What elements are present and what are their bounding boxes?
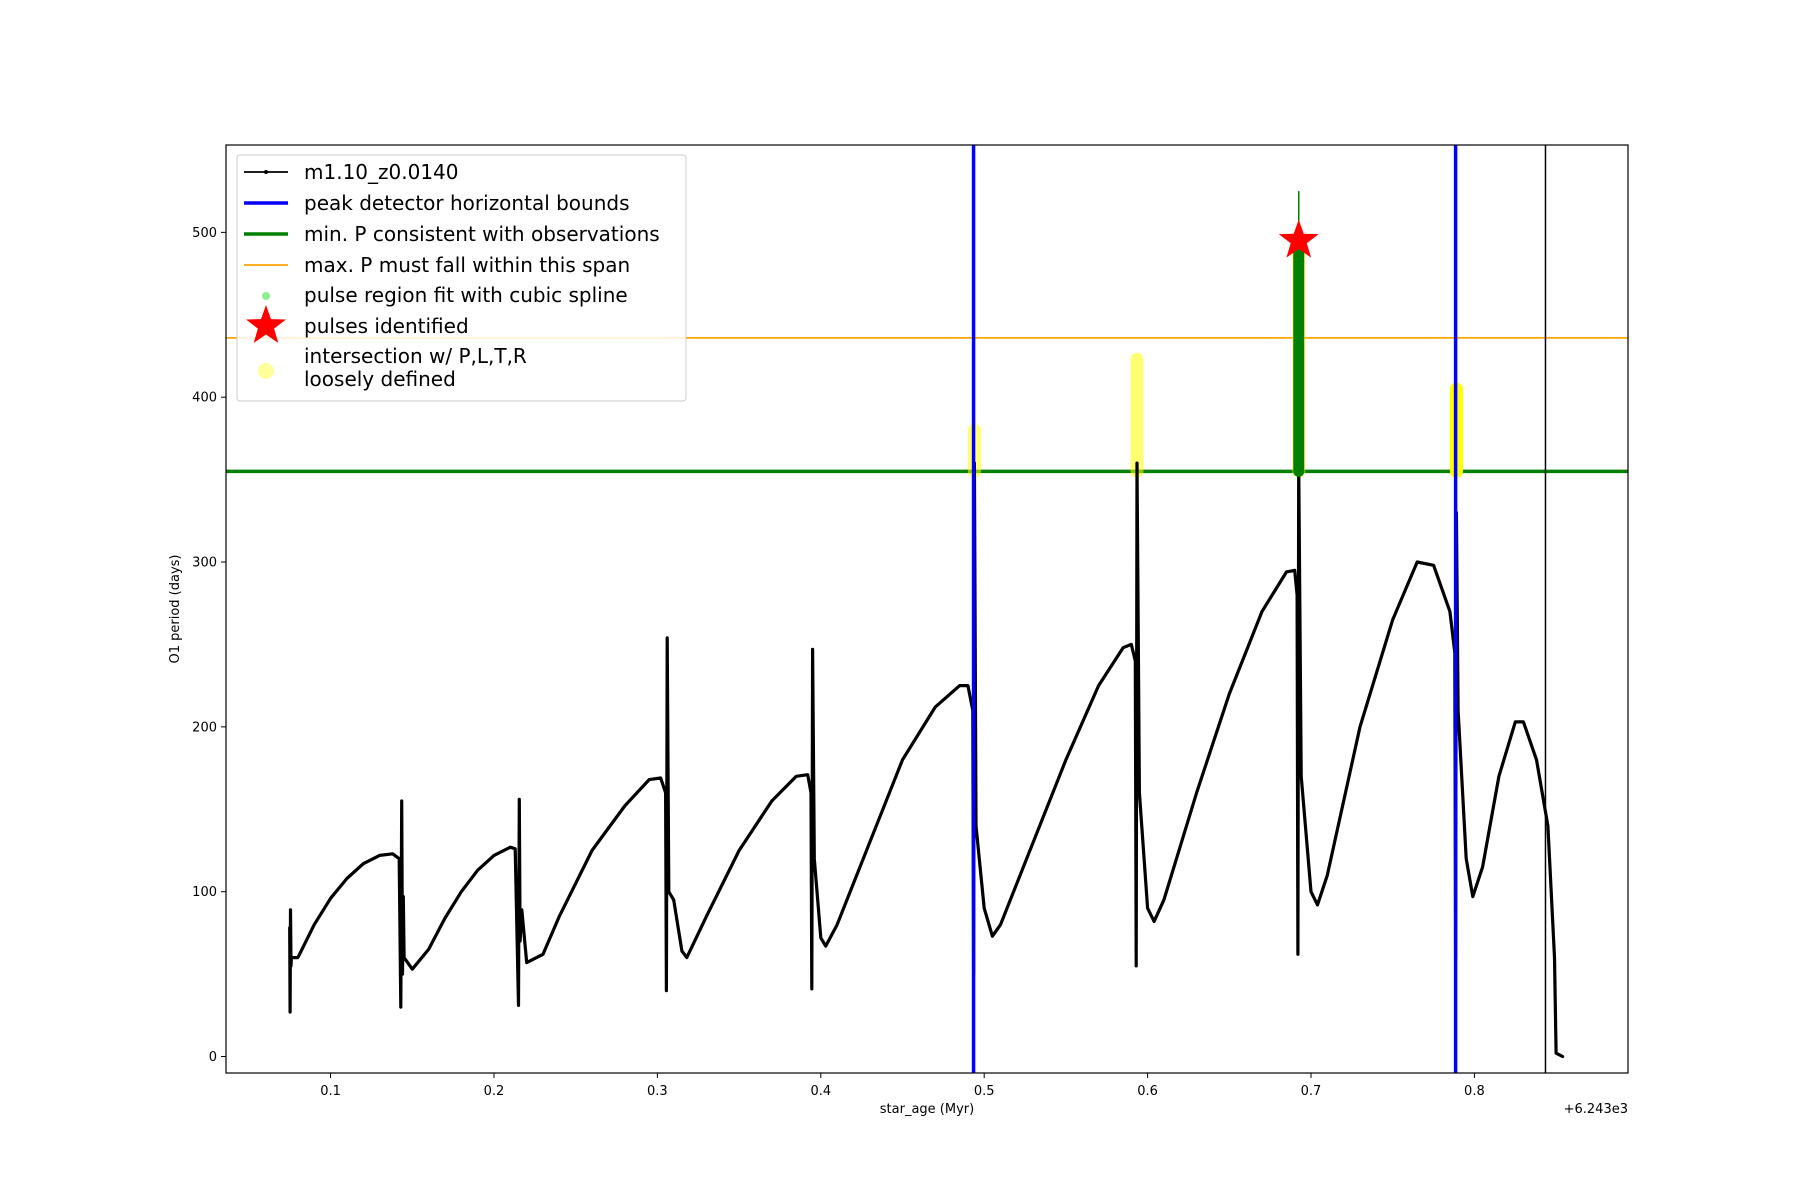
y-tick-label-1: 100	[192, 885, 217, 900]
series-line	[288, 461, 1565, 1059]
y-tick-label-5: 500	[192, 226, 217, 241]
legend-label-3: max. P must fall within this span	[304, 253, 630, 277]
x-tick-label-2: 0.3	[647, 1084, 668, 1099]
x-offset-label: +6.243e3	[1564, 1102, 1628, 1117]
x-tick-label-1: 0.2	[484, 1084, 505, 1099]
legend-label-1: peak detector horizontal bounds	[304, 191, 630, 215]
x-tick-label-0: 0.1	[320, 1084, 341, 1099]
pulse-star-0	[1278, 219, 1319, 258]
legend-handle-6	[258, 363, 274, 379]
y-tick-label-4: 400	[192, 391, 217, 406]
legend-label-6-line2: loosely defined	[304, 367, 456, 391]
x-tick-label-6: 0.7	[1301, 1084, 1322, 1099]
legend-handle-series-marker	[264, 170, 268, 174]
plot-frame	[225, 144, 1629, 1074]
legend-label-4: pulse region fit with cubic spline	[304, 283, 628, 307]
y-axis-label: O1 period (days)	[168, 554, 183, 663]
legend-label-5: pulses identified	[304, 314, 469, 338]
legend-label-6: intersection w/ P,L,T,R	[304, 344, 527, 368]
legend-handle-5	[246, 305, 286, 343]
y-tick-label-0: 0	[209, 1050, 217, 1065]
legend-label-2: min. P consistent with observations	[304, 222, 660, 246]
x-tick-label-7: 0.8	[1464, 1084, 1485, 1099]
y-tick-label-2: 200	[192, 720, 217, 735]
legend-box	[236, 154, 687, 402]
x-axis-label: star_age (Myr)	[880, 1102, 974, 1117]
legend-handle-4	[262, 292, 270, 300]
x-tick-label-5: 0.6	[1137, 1084, 1158, 1099]
x-tick-label-4: 0.5	[974, 1084, 995, 1099]
y-tick-label-3: 300	[192, 556, 217, 571]
legend-label-0: m1.10_z0.0140	[304, 160, 459, 184]
x-tick-label-3: 0.4	[810, 1084, 831, 1099]
